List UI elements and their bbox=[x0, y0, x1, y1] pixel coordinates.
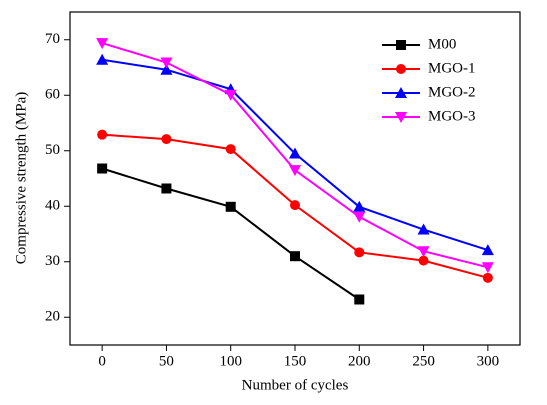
marker bbox=[481, 244, 494, 256]
x-tick-label: 100 bbox=[219, 353, 242, 369]
legend-label: M00 bbox=[428, 36, 456, 52]
y-tick-label: 70 bbox=[45, 31, 60, 47]
marker bbox=[418, 255, 429, 266]
marker bbox=[290, 200, 300, 211]
marker bbox=[289, 147, 301, 159]
legend-label: MGO-1 bbox=[428, 60, 476, 76]
y-axis-label: Compressive strength (MPa) bbox=[13, 92, 29, 264]
marker bbox=[353, 200, 366, 212]
legend-label: MGO-2 bbox=[428, 84, 476, 100]
y-tick-label: 40 bbox=[45, 198, 60, 214]
legend-marker bbox=[396, 40, 406, 50]
x-tick-label: 150 bbox=[284, 353, 307, 369]
marker bbox=[482, 272, 493, 283]
marker bbox=[96, 53, 109, 65]
marker bbox=[353, 211, 366, 223]
marker bbox=[160, 63, 173, 75]
legend-marker bbox=[395, 112, 407, 123]
marker bbox=[289, 165, 301, 177]
marker bbox=[481, 262, 494, 274]
marker bbox=[290, 251, 300, 262]
marker bbox=[354, 294, 365, 305]
marker bbox=[96, 38, 109, 50]
legend-label: MGO-3 bbox=[428, 108, 476, 124]
marker bbox=[417, 223, 430, 235]
x-tick-label: 200 bbox=[348, 353, 371, 369]
x-tick-label: 250 bbox=[412, 353, 435, 369]
marker bbox=[354, 247, 365, 258]
marker bbox=[160, 57, 173, 69]
marker bbox=[417, 246, 430, 258]
y-tick-label: 60 bbox=[45, 87, 60, 103]
marker bbox=[224, 89, 237, 101]
legend-marker bbox=[396, 64, 406, 74]
x-tick-label: 300 bbox=[477, 353, 500, 369]
x-axis-label: Number of cycles bbox=[242, 377, 349, 393]
marker bbox=[97, 163, 108, 174]
x-tick-label: 50 bbox=[159, 353, 174, 369]
y-tick-label: 50 bbox=[45, 142, 60, 158]
marker bbox=[225, 201, 236, 212]
marker bbox=[97, 129, 108, 140]
y-tick-label: 20 bbox=[45, 309, 60, 325]
y-tick-label: 30 bbox=[45, 253, 60, 269]
legend-marker bbox=[395, 87, 407, 98]
marker bbox=[161, 183, 172, 194]
marker bbox=[161, 134, 172, 145]
x-tick-label: 0 bbox=[98, 353, 106, 369]
marker bbox=[225, 144, 236, 155]
